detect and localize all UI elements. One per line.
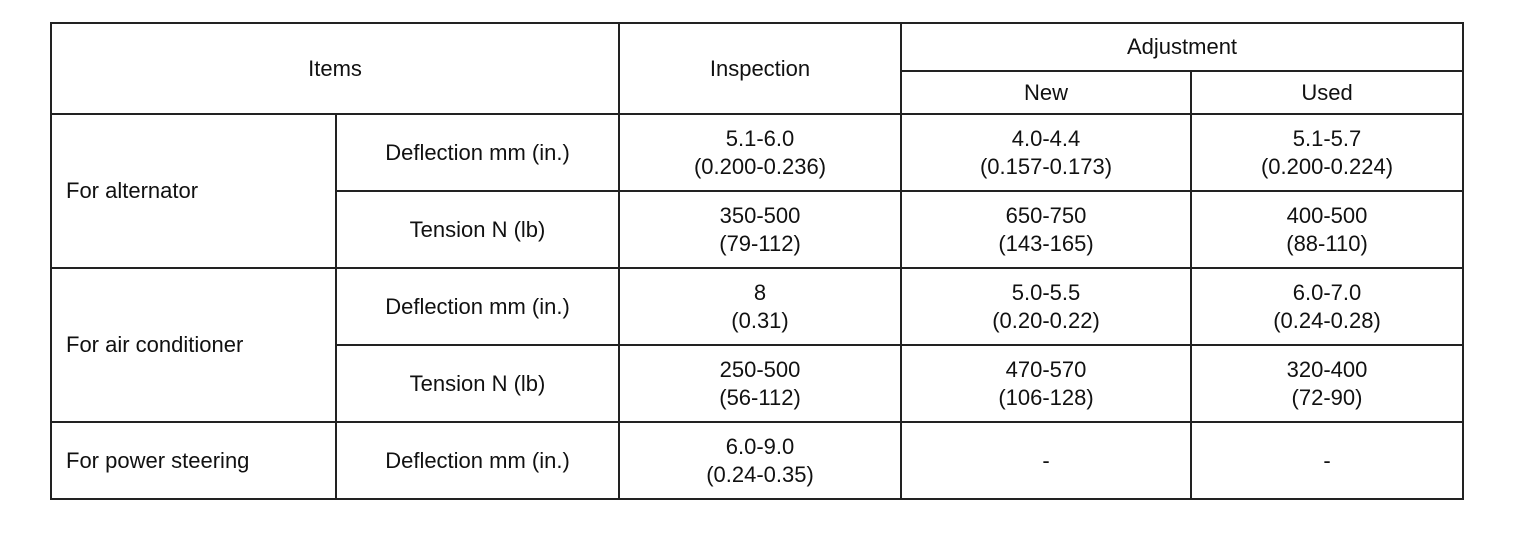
- value-line: (0.200-0.236): [693, 153, 827, 179]
- used-cell: 5.1-5.7 (0.200-0.224): [1190, 113, 1465, 192]
- item-cell: Deflection mm (in.): [334, 421, 621, 500]
- item-cell: Deflection mm (in.): [334, 267, 621, 346]
- value-line: 320-400: [1286, 356, 1368, 382]
- new-cell: 5.0-5.5 (0.20-0.22): [900, 267, 1193, 346]
- value-line: (56-112): [719, 384, 801, 410]
- new-cell: 650-750 (143-165): [900, 190, 1193, 269]
- value-line: (0.20-0.22): [992, 307, 1100, 333]
- used-cell: 320-400 (72-90): [1190, 344, 1465, 423]
- value-line: (79-112): [719, 230, 801, 256]
- item-cell: Tension N (lb): [334, 344, 621, 423]
- inspection-cell: 6.0-9.0 (0.24-0.35): [618, 421, 903, 500]
- value-line: 6.0-7.0: [1292, 279, 1362, 305]
- new-cell: -: [900, 421, 1193, 500]
- value-line: (88-110): [1286, 230, 1368, 256]
- item-cell: Tension N (lb): [334, 190, 621, 269]
- header-cell: Used: [1190, 70, 1465, 115]
- value-line: 350-500: [719, 202, 801, 228]
- used-cell: 400-500 (88-110): [1190, 190, 1465, 269]
- value-line: (0.24-0.28): [1273, 307, 1381, 333]
- value-line: (106-128): [998, 384, 1094, 410]
- value-line: (0.200-0.224): [1260, 153, 1394, 179]
- body-row: Tension N (lb) 350-500 (79-112) 650-750 (143…: [51, 190, 1465, 269]
- value-line: (0.157-0.173): [979, 153, 1113, 179]
- value-line: 8: [753, 279, 767, 305]
- group-label: For power steering: [50, 421, 337, 500]
- new-cell: 4.0-4.4 (0.157-0.173): [900, 113, 1193, 192]
- value-line: (0.24-0.35): [706, 461, 814, 487]
- header-row: Items Inspection Adjustment: [49, 22, 1465, 115]
- value-line: -: [1042, 447, 1050, 473]
- value-line: 6.0-9.0: [725, 433, 795, 459]
- header-cell: Adjustment: [900, 22, 1465, 72]
- value-line: 400-500: [1286, 202, 1368, 228]
- inspection-cell: 8 (0.31): [618, 267, 903, 346]
- header-cell: Inspection: [618, 22, 903, 115]
- group-label: For air conditioner: [50, 267, 337, 423]
- inspection-cell: 350-500 (79-112): [618, 190, 903, 269]
- used-cell: 6.0-7.0 (0.24-0.28): [1190, 267, 1465, 346]
- value-line: 4.0-4.4: [1011, 125, 1081, 151]
- value-line: 470-570: [1005, 356, 1087, 382]
- group-label: For alternator: [50, 113, 337, 269]
- header-cell: Items: [49, 22, 621, 115]
- used-cell: -: [1190, 421, 1465, 500]
- value-line: (72-90): [1291, 384, 1363, 410]
- value-line: 5.1-6.0: [725, 125, 795, 151]
- body-row: Tension N (lb) 250-500 (56-112) 470-570 (106…: [51, 344, 1465, 423]
- value-line: 5.0-5.5: [1011, 279, 1081, 305]
- belt-table: Items Inspection Adjustment New Used For…: [49, 22, 1465, 500]
- item-cell: Deflection mm (in.): [334, 113, 621, 192]
- value-line: (0.31): [731, 307, 789, 333]
- value-line: 650-750: [1005, 202, 1087, 228]
- new-cell: 470-570 (106-128): [900, 344, 1193, 423]
- header-cell: New: [900, 70, 1193, 115]
- value-line: (143-165): [998, 230, 1094, 256]
- value-line: 250-500: [719, 356, 801, 382]
- value-line: 5.1-5.7: [1292, 125, 1362, 151]
- inspection-cell: 250-500 (56-112): [618, 344, 903, 423]
- body-row: For power steering Deflection mm (in.) 6.0…: [50, 421, 1465, 500]
- value-line: -: [1323, 447, 1331, 473]
- body-row: For air conditioner Deflection mm (in.) 8(…: [50, 267, 1465, 423]
- header-row: New Used: [51, 70, 1465, 115]
- body-row: For alternator Deflection mm (in.) 5.1-6.0…: [50, 113, 1465, 269]
- inspection-cell: 5.1-6.0 (0.200-0.236): [618, 113, 903, 192]
